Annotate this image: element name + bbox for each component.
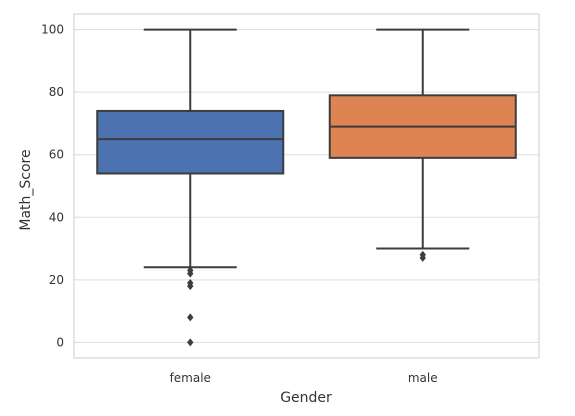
outlier-point	[187, 313, 194, 322]
y-tick-label: 100	[41, 23, 64, 37]
x-axis-label: Gender	[280, 390, 332, 406]
y-tick-label: 20	[49, 273, 64, 287]
y-tick-label: 80	[49, 85, 64, 99]
outlier-point	[419, 253, 426, 262]
y-axis-ticks: 0 20 40 60 80 100	[41, 23, 64, 350]
boxes	[96, 28, 517, 347]
box-group-male	[328, 28, 517, 262]
y-tick-label: 60	[49, 148, 64, 162]
x-axis-ticks: female male	[170, 371, 438, 385]
box-iqr	[96, 109, 285, 175]
outlier-point	[187, 269, 194, 278]
y-tick-label: 40	[49, 210, 64, 224]
outlier-point	[187, 282, 194, 291]
watermark-text: 知乎 @小江同学	[458, 375, 560, 392]
plot-area-frame	[73, 13, 540, 359]
x-tick-label: female	[170, 371, 211, 385]
y-axis-label: Math_Score	[18, 149, 34, 230]
grid-lines	[74, 29, 539, 343]
box-group-female	[96, 28, 285, 347]
y-tick-label: 0	[56, 335, 64, 349]
x-tick-label: male	[408, 371, 438, 385]
outlier-point	[187, 338, 194, 347]
